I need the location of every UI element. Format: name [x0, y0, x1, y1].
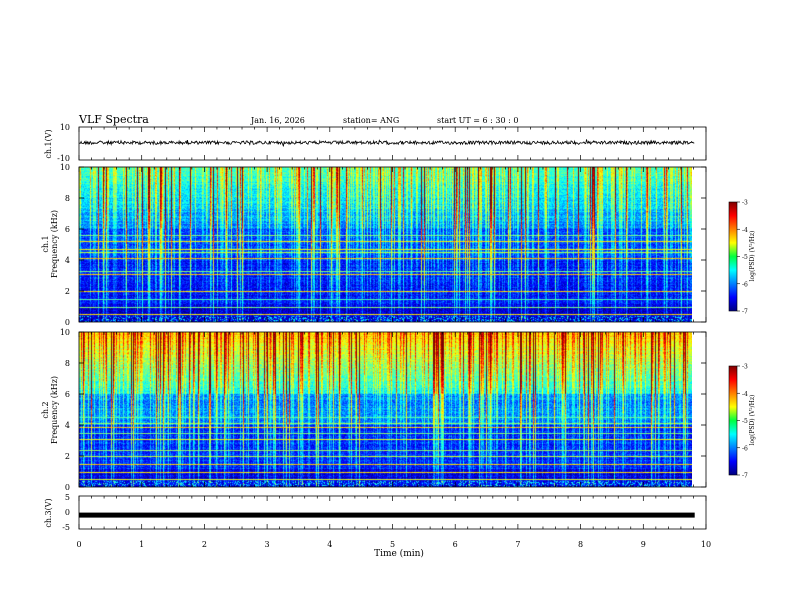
- ytick-label: 6: [65, 225, 70, 234]
- ch1-spectrogram-ylabel-frequency: Frequency (kHz): [50, 210, 59, 278]
- ch3-waveform-ytick-bottom: -5: [62, 523, 70, 532]
- ch1-colorbar-label: log(PSD) (V²/Hz): [749, 231, 756, 282]
- colorbar-tick-label: -6: [742, 445, 748, 452]
- ytick-label: 2: [65, 452, 70, 461]
- ytick-label: 0: [65, 318, 70, 327]
- colorbar-tick-label: -4: [742, 227, 748, 234]
- colorbar-tick-label: -7: [742, 473, 748, 480]
- figure-title: VLF Spectra: [78, 113, 149, 126]
- xtick-label: 8: [578, 540, 583, 549]
- ytick-label: 8: [65, 359, 70, 368]
- ch3-waveform-ytick-top: 5: [65, 493, 70, 502]
- xtick-label: 0: [76, 540, 81, 549]
- xtick-label: 6: [453, 540, 458, 549]
- start-time-label: start UT = 6 : 30 : 0: [437, 116, 518, 125]
- ch1-waveform-ytick-top: 10: [60, 123, 70, 132]
- xtick-label: 3: [265, 540, 270, 549]
- ytick-label: 2: [65, 287, 70, 296]
- ch1-waveform-ylabel: ch.1(V): [44, 129, 53, 158]
- ch1-spectrogram-ylabel-channel: ch.1: [41, 235, 50, 252]
- ytick-label: 10: [60, 163, 70, 172]
- ytick-label: 0: [65, 483, 70, 492]
- ytick-label: 8: [65, 194, 70, 203]
- colorbar-tick-label: -3: [742, 364, 748, 371]
- date-label: Jan. 16, 2026: [250, 116, 305, 125]
- ch2-spectrogram-image: [79, 332, 692, 487]
- xtick-label: 2: [202, 540, 207, 549]
- colorbar-tick-label: -6: [742, 281, 748, 288]
- ch1-colorbar: [729, 202, 737, 311]
- ytick-label: 10: [60, 328, 70, 337]
- ch1-spectrogram-image: [79, 167, 692, 322]
- xtick-label: 4: [327, 540, 332, 549]
- ch3-waveform-trace: [79, 512, 695, 518]
- colorbar-tick-label: -5: [742, 254, 748, 261]
- ch1-waveform-ytick-bottom: -10: [57, 154, 70, 163]
- ch2-colorbar-label: log(PSD) (V²/Hz): [749, 395, 756, 446]
- ch1-waveform-trace: [78, 139, 695, 147]
- colorbar-tick-label: -3: [742, 200, 748, 207]
- xtick-label: 10: [701, 540, 711, 549]
- ch2-spectrogram-ylabel-channel: ch.2: [41, 401, 50, 418]
- colorbar-tick-label: -4: [742, 391, 748, 398]
- time-axis-label: Time (min): [374, 548, 424, 559]
- colorbar-tick-label: -7: [742, 309, 748, 316]
- ch2-colorbar: [729, 366, 737, 475]
- ytick-label: 6: [65, 390, 70, 399]
- colorbar-tick-label: -5: [742, 418, 748, 425]
- ytick-label: 4: [65, 256, 70, 265]
- station-label: station= ANG: [343, 116, 399, 125]
- ch2-spectrogram-ylabel-frequency: Frequency (kHz): [50, 376, 59, 444]
- ytick-label: 4: [65, 421, 70, 430]
- time-axis: 0 1 2 3 4 5 6 7 8 9 10: [76, 127, 711, 549]
- xtick-label: 7: [515, 540, 520, 549]
- xtick-label: 5: [390, 540, 395, 549]
- ch3-waveform-ylabel: ch.3(V): [44, 498, 53, 527]
- xtick-label: 1: [139, 540, 144, 549]
- xtick-label: 9: [641, 540, 646, 549]
- ch3-waveform-ytick-middle: 0: [65, 508, 70, 517]
